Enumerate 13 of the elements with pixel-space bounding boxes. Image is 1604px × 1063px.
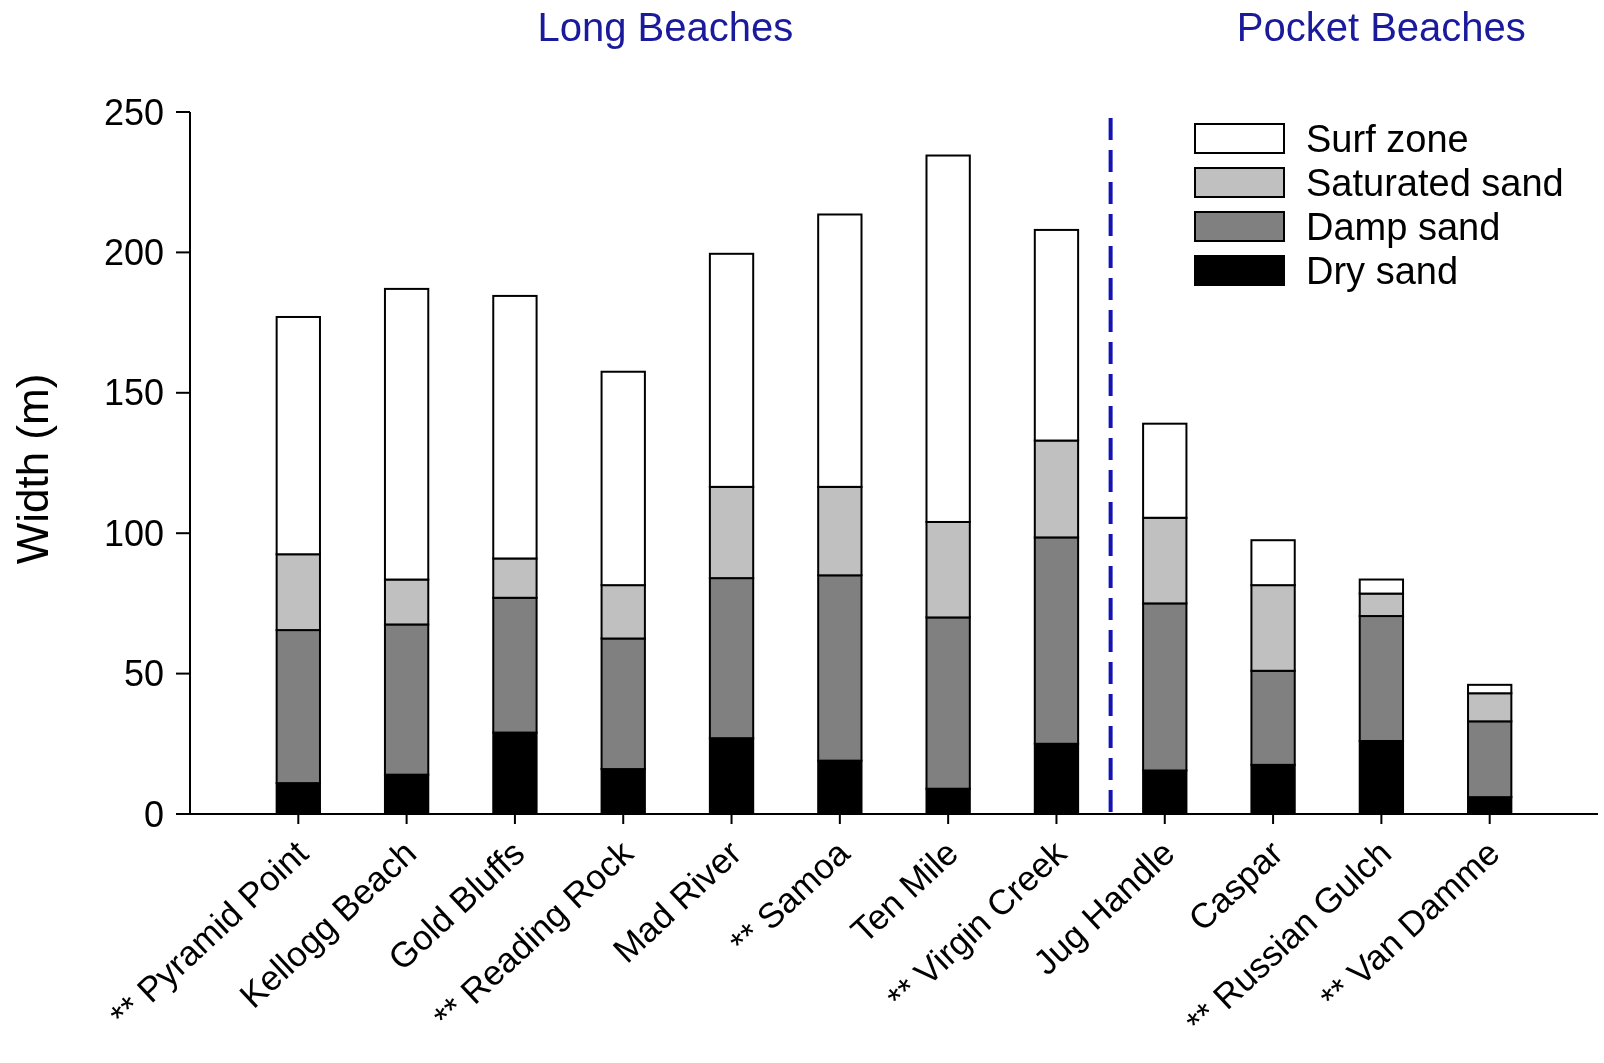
y-tick-label: 250	[103, 91, 164, 133]
y-tick-label: 150	[103, 372, 164, 414]
text: Pocket Beaches	[1236, 5, 1526, 49]
y-tick-label: 0	[143, 793, 164, 835]
y-tick-label: 200	[103, 231, 164, 273]
y-tick-label: 50	[123, 653, 164, 695]
legend-label: Saturated sand	[1306, 161, 1564, 204]
legend-label: Surf zone	[1306, 117, 1469, 160]
legend-label: Dry sand	[1306, 249, 1459, 292]
y-tick-label: 100	[103, 512, 164, 554]
text: Long Beaches	[537, 5, 794, 49]
legend-label: Damp sand	[1306, 205, 1501, 248]
y-axis-title: Width (m)	[8, 373, 57, 565]
